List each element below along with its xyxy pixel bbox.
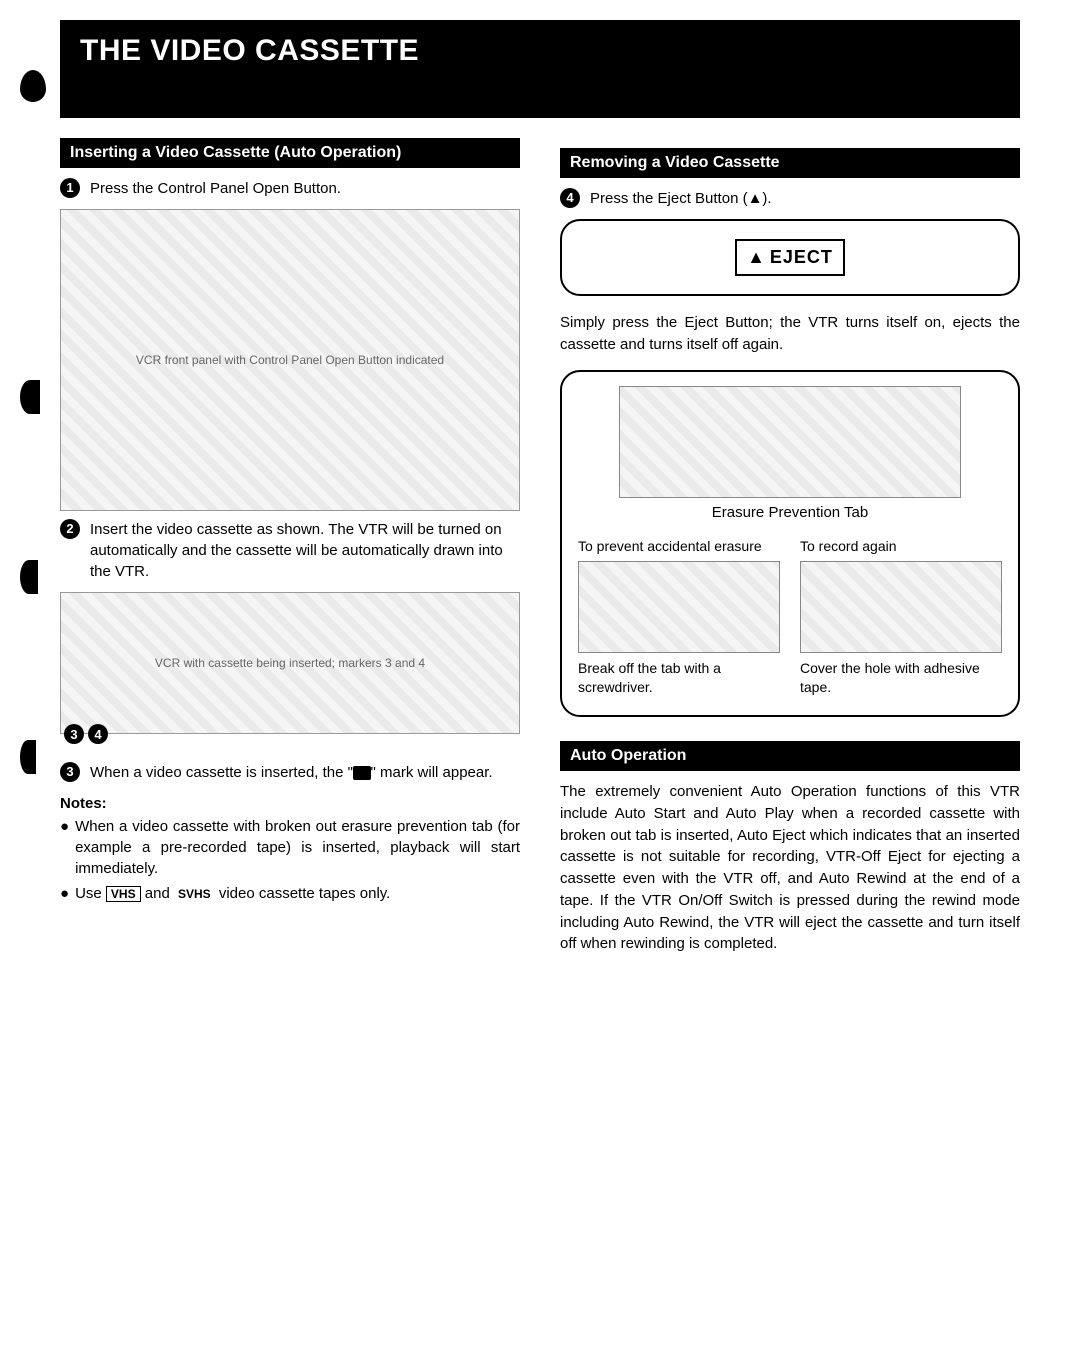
step-2: 2 Insert the video cassette as shown. Th… <box>60 519 520 582</box>
step-2-text: Insert the video cassette as shown. The … <box>90 519 520 582</box>
step-3-text: When a video cassette is inserted, the "… <box>90 762 520 783</box>
thumb-index-mark <box>20 380 40 414</box>
note-1-text: When a video cassette with broken out er… <box>75 816 520 879</box>
step-num-3: 3 <box>60 762 80 782</box>
note-2-mid: and <box>141 885 174 902</box>
step-num-1: 1 <box>60 178 80 198</box>
erasure-tab-label: Erasure Prevention Tab <box>578 504 1002 521</box>
thumb-index-mark <box>20 70 46 102</box>
eject-description: Simply press the Eject Button; the VTR t… <box>560 312 1020 356</box>
note-1: ● When a video cassette with broken out … <box>60 816 520 879</box>
eject-button-label: EJECT <box>770 247 833 268</box>
prevent-diagram <box>578 561 780 653</box>
right-column: Removing a Video Cassette 4 Press the Ej… <box>560 138 1020 969</box>
bullet-icon: ● <box>60 816 69 879</box>
vhs-logo: VHS <box>106 886 141 902</box>
cassette-mark-icon <box>353 766 371 780</box>
section-header-auto-operation: Auto Operation <box>560 741 1020 771</box>
note-2-text: Use VHS and SVHS video cassette tapes on… <box>75 883 390 904</box>
thumb-index-mark <box>20 560 38 594</box>
step-3-suffix: " mark will appear. <box>371 764 493 781</box>
page-title-bar: THE VIDEO CASSETTE <box>60 20 1020 118</box>
step-4-text: Press the Eject Button (▲). <box>590 188 1020 209</box>
cassette-top-diagram-wrap: Erasure Prevention Tab <box>578 386 1002 521</box>
step-1: 1 Press the Control Panel Open Button. <box>60 178 520 199</box>
svhs-logo: SVHS <box>174 887 215 901</box>
record-diagram <box>800 561 1002 653</box>
note-2-prefix: Use <box>75 885 106 902</box>
step-1-text: Press the Control Panel Open Button. <box>90 178 520 199</box>
thumb-index-mark <box>20 740 36 774</box>
step-3: 3 When a video cassette is inserted, the… <box>60 762 520 783</box>
left-column: Inserting a Video Cassette (Auto Operati… <box>60 138 520 969</box>
note-2: ● Use VHS and SVHS video cassette tapes … <box>60 883 520 904</box>
diagram-cassette-insert: VCR with cassette being inserted; marker… <box>60 592 520 734</box>
cassette-top-diagram <box>619 386 960 498</box>
page-title: THE VIDEO CASSETTE <box>80 34 1000 68</box>
prevent-head: To prevent accidental erasure <box>578 537 780 556</box>
diagram-control-panel-open: VCR front panel with Control Panel Open … <box>60 209 520 511</box>
eject-icon: ▲ <box>747 247 766 268</box>
record-head: To record again <box>800 537 1002 556</box>
record-again-block: To record again Cover the hole with adhe… <box>800 537 1002 698</box>
prevent-erasure-block: To prevent accidental erasure Break off … <box>578 537 780 698</box>
step-num-2: 2 <box>60 519 80 539</box>
record-caption: Cover the hole with adhesive tape. <box>800 659 1002 697</box>
step-4: 4 Press the Eject Button (▲). <box>560 188 1020 209</box>
erasure-tab-figure: Erasure Prevention Tab To prevent accide… <box>560 370 1020 718</box>
step-3-prefix: When a video cassette is inserted, the " <box>90 764 353 781</box>
prevent-caption: Break off the tab with a screwdriver. <box>578 659 780 697</box>
section-header-inserting: Inserting a Video Cassette (Auto Operati… <box>60 138 520 168</box>
diagram-marker-4: 4 <box>88 724 108 744</box>
notes-heading: Notes: <box>60 795 520 812</box>
eject-button-figure: ▲EJECT <box>560 219 1020 296</box>
eject-button: ▲EJECT <box>735 239 845 276</box>
bullet-icon: ● <box>60 883 69 904</box>
auto-operation-body: The extremely convenient Auto Operation … <box>560 781 1020 955</box>
diagram-marker-3: 3 <box>64 724 84 744</box>
section-header-removing: Removing a Video Cassette <box>560 148 1020 178</box>
step-num-4: 4 <box>560 188 580 208</box>
note-2-suffix: video cassette tapes only. <box>215 885 391 902</box>
